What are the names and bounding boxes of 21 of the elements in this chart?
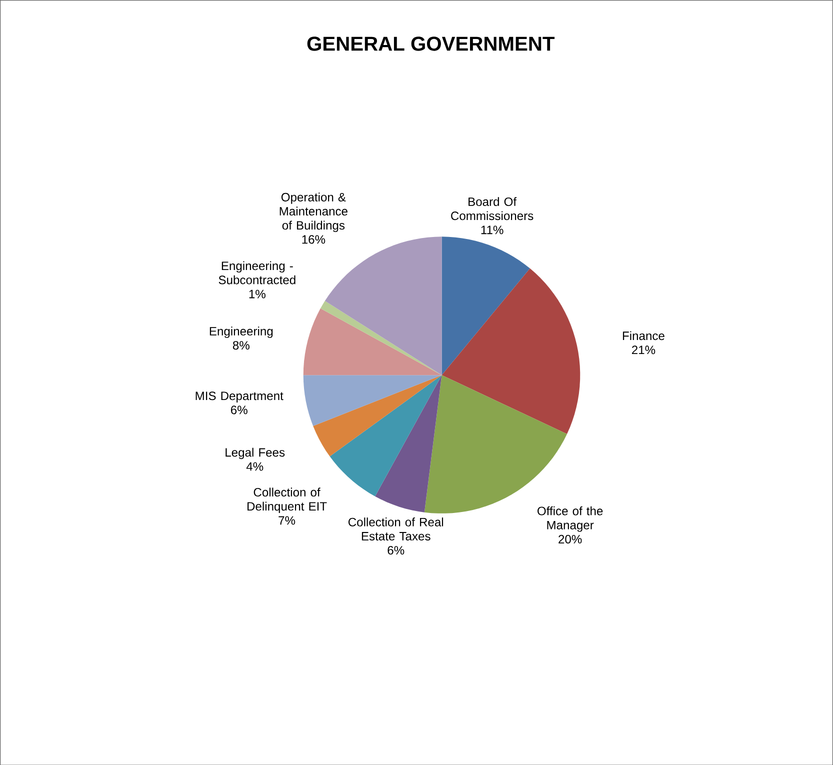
slice-label: Board Of Commissioners — [451, 196, 534, 220]
slice-label: Finance — [622, 331, 664, 340]
data-label: 11% — [481, 226, 504, 234]
slice-label: Engineering — [210, 326, 273, 338]
data-label: 6% — [388, 546, 404, 554]
data-label: 1% — [249, 290, 266, 298]
slice-label: Engineering - Subcontracted — [218, 261, 296, 284]
slice-label: Legal Fees — [226, 448, 285, 459]
slice-label: Operation & Maintenance of Buildings — [280, 192, 348, 232]
chart-title: GENERAL GOVERNMENT — [307, 36, 555, 51]
data-label: 7% — [278, 516, 296, 525]
slice-label: Office of the Manager — [538, 506, 603, 532]
data-label: 20% — [558, 534, 582, 544]
slice-label: Collection of Real Estate Taxes — [348, 517, 444, 540]
data-label: 16% — [302, 235, 326, 244]
data-label: 21% — [632, 345, 656, 354]
data-label: 6% — [231, 406, 248, 414]
slice-label: Collection of Delinquent EIT — [248, 488, 327, 513]
slice-label: MIS Department — [196, 391, 284, 402]
data-label: 4% — [246, 462, 264, 471]
data-label: 8% — [232, 340, 250, 350]
